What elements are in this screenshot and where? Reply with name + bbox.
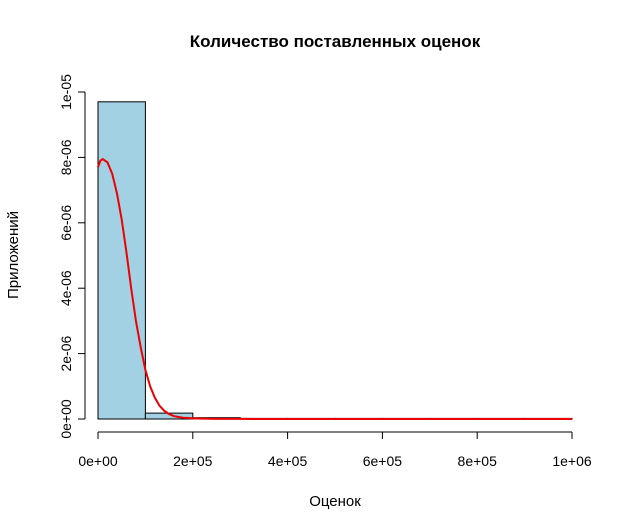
x-tick-label: 4e+05 <box>268 453 308 469</box>
x-tick-label: 0e+00 <box>78 453 118 469</box>
density-curve <box>97 157 572 420</box>
x-tick-label: 6e+05 <box>363 453 403 469</box>
y-tick-label: 0e+00 <box>58 399 74 439</box>
y-tick-label: 8e-06 <box>58 139 74 175</box>
histogram-bar <box>97 101 146 420</box>
x-tick-label: 1e+06 <box>552 453 592 469</box>
x-axis-label: Оценок <box>309 493 361 510</box>
y-tick-label: 6e-06 <box>58 205 74 241</box>
y-axis: 0e+00 2e-06 4e-06 6e-06 8e-06 1e-05 <box>58 74 86 439</box>
bars-group <box>97 101 573 420</box>
y-tick-label: 4e-06 <box>58 270 74 306</box>
y-axis-label: Приложений <box>5 211 22 299</box>
x-axis: 0e+00 2e+05 4e+05 6e+05 8e+05 1e+06 <box>78 431 592 469</box>
x-tick-label: 8e+05 <box>458 453 498 469</box>
y-tick-label: 1e-05 <box>58 74 74 110</box>
x-tick-label: 2e+05 <box>173 453 213 469</box>
y-tick-label: 2e-06 <box>58 335 74 371</box>
chart-title: Количество поставленных оценок <box>190 32 481 51</box>
